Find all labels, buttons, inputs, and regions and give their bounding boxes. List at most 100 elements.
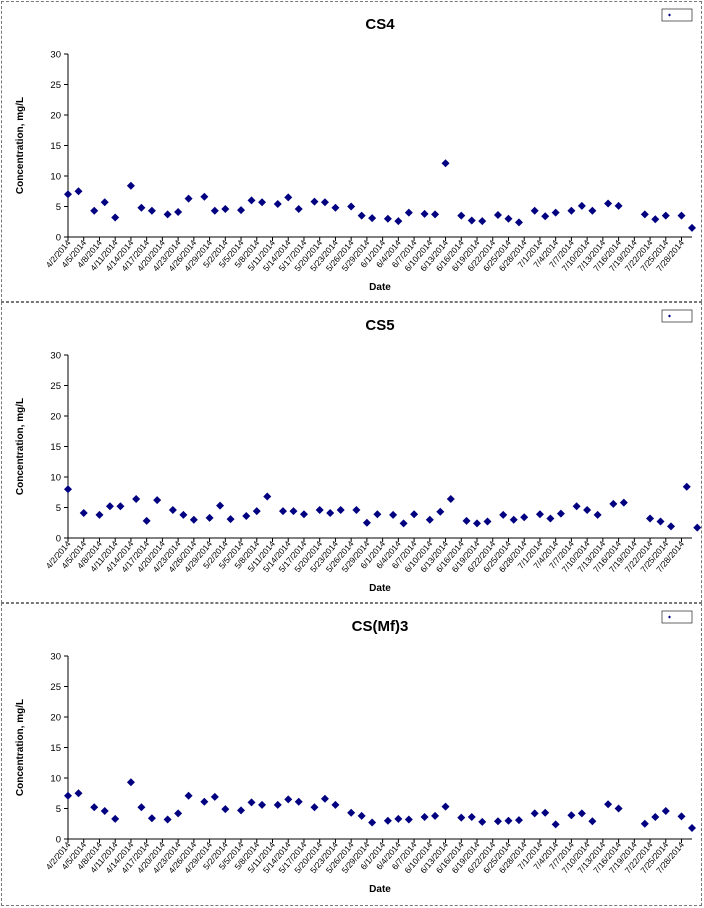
data-point bbox=[493, 211, 502, 220]
data-point bbox=[163, 815, 172, 824]
data-point bbox=[373, 510, 382, 519]
data-point bbox=[425, 515, 434, 524]
data-point bbox=[347, 808, 356, 817]
data-point bbox=[520, 513, 529, 522]
data-point bbox=[95, 510, 104, 519]
data-point bbox=[132, 494, 141, 503]
data-point bbox=[205, 513, 214, 522]
data-point bbox=[467, 216, 476, 225]
data-point bbox=[514, 816, 523, 825]
data-point bbox=[221, 204, 230, 213]
y-tick-label: 10 bbox=[50, 473, 61, 484]
legend-marker bbox=[668, 615, 671, 619]
y-tick-label: 0 bbox=[56, 835, 61, 846]
data-point bbox=[693, 523, 702, 532]
data-point bbox=[478, 817, 487, 826]
data-point bbox=[179, 510, 188, 519]
data-point bbox=[431, 811, 440, 820]
data-point bbox=[90, 803, 99, 812]
data-point bbox=[420, 813, 429, 822]
data-point bbox=[247, 196, 256, 205]
data-point bbox=[457, 813, 466, 822]
data-series bbox=[64, 159, 696, 232]
y-tick-label: 0 bbox=[56, 233, 61, 244]
data-point bbox=[556, 509, 565, 518]
data-point bbox=[79, 508, 88, 517]
data-point bbox=[383, 816, 392, 825]
data-point bbox=[604, 800, 613, 809]
data-point bbox=[200, 192, 209, 201]
data-point bbox=[614, 201, 623, 210]
data-point bbox=[688, 824, 696, 833]
data-point bbox=[551, 208, 560, 217]
data-point bbox=[609, 499, 618, 508]
data-point bbox=[111, 213, 120, 222]
data-point bbox=[137, 203, 146, 212]
x-axis-title: Date bbox=[369, 884, 391, 895]
data-point bbox=[473, 519, 482, 528]
data-point bbox=[682, 482, 691, 491]
data-point bbox=[163, 210, 172, 219]
data-point bbox=[588, 206, 597, 215]
data-point bbox=[315, 505, 324, 514]
y-tick-label: 20 bbox=[50, 412, 61, 423]
data-point bbox=[226, 515, 235, 524]
data-point bbox=[493, 817, 502, 826]
data-point bbox=[252, 507, 261, 516]
data-point bbox=[478, 217, 487, 226]
data-point bbox=[404, 208, 413, 217]
data-point bbox=[504, 816, 513, 825]
data-point bbox=[441, 802, 450, 811]
data-point bbox=[504, 214, 513, 223]
y-tick-label: 5 bbox=[56, 202, 61, 213]
data-point bbox=[651, 813, 660, 822]
chart-cs5-svg: CS50510152025304/2/20144/5/20144/8/20144… bbox=[15, 309, 702, 594]
data-point bbox=[126, 181, 135, 190]
data-point bbox=[64, 190, 72, 199]
data-point bbox=[105, 502, 114, 511]
y-axis-title: Concentration, mg/L bbox=[15, 398, 26, 495]
y-tick-label: 15 bbox=[50, 141, 61, 152]
data-point bbox=[111, 814, 120, 823]
data-point bbox=[394, 217, 403, 226]
data-point bbox=[368, 214, 377, 223]
data-point bbox=[242, 512, 251, 521]
data-point bbox=[100, 198, 109, 207]
data-point bbox=[284, 795, 293, 804]
data-point bbox=[646, 514, 655, 523]
data-point bbox=[258, 198, 267, 207]
data-point bbox=[441, 159, 450, 168]
data-point bbox=[509, 515, 518, 524]
data-point bbox=[174, 809, 183, 818]
data-point bbox=[651, 215, 660, 224]
data-point bbox=[326, 508, 335, 517]
data-point bbox=[357, 211, 366, 220]
data-point bbox=[656, 517, 665, 526]
data-point bbox=[368, 818, 377, 827]
data-series bbox=[64, 482, 702, 532]
y-tick-label: 10 bbox=[50, 774, 61, 785]
data-point bbox=[541, 212, 550, 221]
data-point bbox=[184, 194, 193, 203]
x-axis-title: Date bbox=[369, 583, 391, 594]
data-point bbox=[514, 218, 523, 227]
data-point bbox=[399, 519, 408, 528]
data-point bbox=[394, 814, 403, 823]
data-point bbox=[273, 200, 282, 209]
data-point bbox=[237, 806, 246, 815]
data-point bbox=[289, 507, 298, 516]
data-point bbox=[677, 211, 686, 220]
data-point bbox=[273, 800, 282, 809]
data-point bbox=[357, 811, 366, 820]
data-point bbox=[483, 517, 492, 526]
chart-title-csmf3: CS(Mf)3 bbox=[352, 618, 409, 635]
y-tick-label: 30 bbox=[50, 351, 61, 362]
data-point bbox=[299, 510, 308, 519]
data-point bbox=[577, 809, 586, 818]
y-tick-label: 0 bbox=[56, 534, 61, 545]
data-point bbox=[499, 510, 508, 519]
data-point bbox=[551, 820, 560, 829]
data-point bbox=[116, 502, 125, 511]
y-tick-label: 10 bbox=[50, 172, 61, 183]
